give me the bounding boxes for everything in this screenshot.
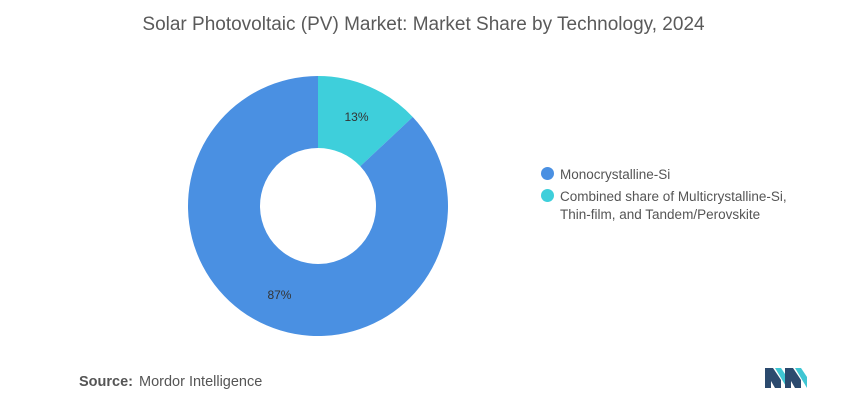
legend-swatch-combined [541,189,554,202]
slice-label-0: 13% [345,110,369,124]
chart-title: Solar Photovoltaic (PV) Market: Market S… [142,14,705,35]
source-note: Source: Mordor Intelligence [79,374,262,390]
legend-label-monocrystalline: Monocrystalline-Si [560,167,671,182]
legend-item-combined: Combined share of Multicrystalline-Si, T… [541,188,800,224]
donut-slice-1 [187,76,448,337]
donut-slice-0 [318,76,413,167]
mordor-intelligence-logo-icon [765,368,807,388]
legend-item-monocrystalline: Monocrystalline-Si [541,166,800,184]
donut-chart: 13% 87% [187,76,448,337]
legend-label-combined: Combined share of Multicrystalline-Si, T… [560,189,787,222]
source-value: Mordor Intelligence [139,374,263,390]
source-label: Source: [79,374,133,390]
legend-swatch-monocrystalline [541,167,554,180]
chart-legend: Monocrystalline-Si Combined share of Mul… [541,166,800,228]
slice-label-1: 87% [267,288,291,302]
